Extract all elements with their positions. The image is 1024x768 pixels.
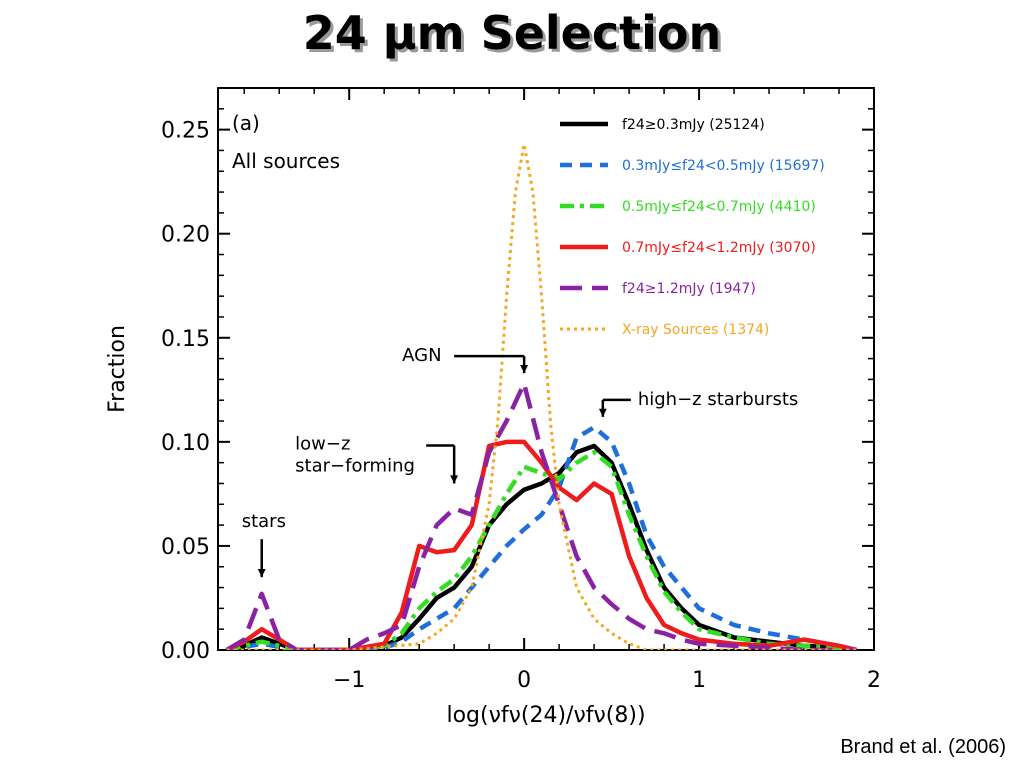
- y-tick-label: 0.15: [161, 327, 210, 352]
- legend-entry-label: f24≥1.2mJy (1947): [622, 281, 756, 297]
- series-line-2: [226, 425, 858, 650]
- annotation-low-z: low−z star−forming: [295, 433, 415, 476]
- plot-frame: [217, 87, 875, 651]
- series-layer: [225, 142, 858, 650]
- series-line-3: [226, 450, 857, 650]
- legend-entry-label: f24≥0.3mJy (25124): [622, 117, 765, 133]
- legend: f24≥0.3mJy (25124) 0.3mJy≤f24<0.5mJy (156…: [560, 117, 825, 338]
- x-tick-label: 2: [867, 668, 881, 693]
- axis-ticks: −1 0 1 2 0.00 0.05 0.10 0.15 0.20 0.25: [161, 88, 881, 693]
- annotation-agn: AGN: [402, 345, 441, 366]
- x-tick-label: 0: [517, 668, 531, 693]
- legend-entry-label: 0.7mJy≤f24<1.2mJy (3070): [622, 240, 816, 256]
- y-axis-title: Fraction: [105, 325, 130, 413]
- series-line-5: [225, 381, 857, 650]
- legend-entry-label: 0.5mJy≤f24<0.7mJy (4410): [622, 199, 816, 215]
- series-line-6: [226, 142, 857, 650]
- y-tick-label: 0.00: [161, 639, 210, 664]
- slide-title: 24 μm Selection: [302, 6, 722, 60]
- series-line-1: [226, 443, 857, 650]
- x-tick-label: −1: [333, 668, 365, 693]
- annotation-starbursts-arrow-head: [598, 408, 607, 417]
- panel-subtitle: All sources: [232, 149, 340, 173]
- x-tick-label: 1: [692, 668, 706, 693]
- series-line-4: [225, 439, 858, 650]
- annotation-low-z-line: star−forming: [295, 455, 415, 476]
- annotation-stars-arrow-head: [257, 569, 266, 578]
- annotation-low-z-line: low−z: [295, 433, 350, 454]
- legend-entry-label: X-ray Sources (1374): [622, 322, 769, 338]
- y-tick-label: 0.20: [161, 223, 210, 248]
- annotation-agn-arrow-head: [520, 365, 529, 374]
- annotation-low-z-arrow-head: [450, 475, 459, 484]
- y-tick-label: 0.05: [161, 535, 210, 560]
- y-tick-label: 0.25: [161, 119, 210, 144]
- y-tick-label: 0.10: [161, 431, 210, 456]
- panel-label: (a): [232, 111, 260, 135]
- citation: Brand et al. (2006): [840, 736, 1006, 758]
- legend-entry-label: 0.3mJy≤f24<0.5mJy (15697): [622, 158, 825, 174]
- annotation-stars: stars: [242, 511, 286, 532]
- annotation-starbursts: high−z starbursts: [638, 389, 798, 410]
- x-axis-title: log(νfν(24)/νfν(8)): [446, 703, 645, 728]
